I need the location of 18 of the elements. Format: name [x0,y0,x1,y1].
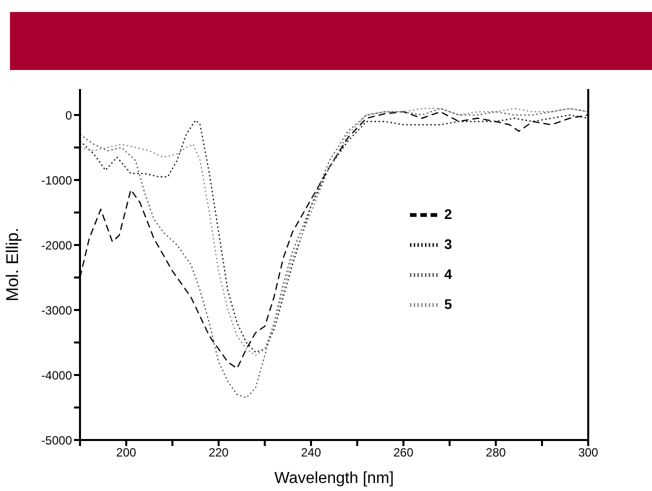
x-tick-label: 220 [208,446,229,460]
x-tick-label: 260 [393,446,414,460]
x-tick-label: 280 [486,446,506,460]
x-tick-label: 240 [300,446,322,460]
x-tick-label: 200 [116,446,137,460]
y-tick-label: -2000 [41,238,72,252]
y-tick-label: -3000 [41,303,72,318]
y-tick-label: 0 [65,108,72,122]
y-tick-label: -4000 [41,368,72,382]
x-axis-title: Wavelength [nm] [274,470,394,487]
legend-label: 2 [444,206,452,222]
legend-label: 4 [444,266,452,282]
y-tick-label: -5000 [41,433,72,448]
legend-label: 3 [444,236,452,252]
legend-label: 5 [444,296,452,312]
y-axis-title: Mol. Ellip. [3,228,22,302]
x-tick-label: 300 [578,446,599,460]
y-tick-label: -1000 [41,173,72,188]
